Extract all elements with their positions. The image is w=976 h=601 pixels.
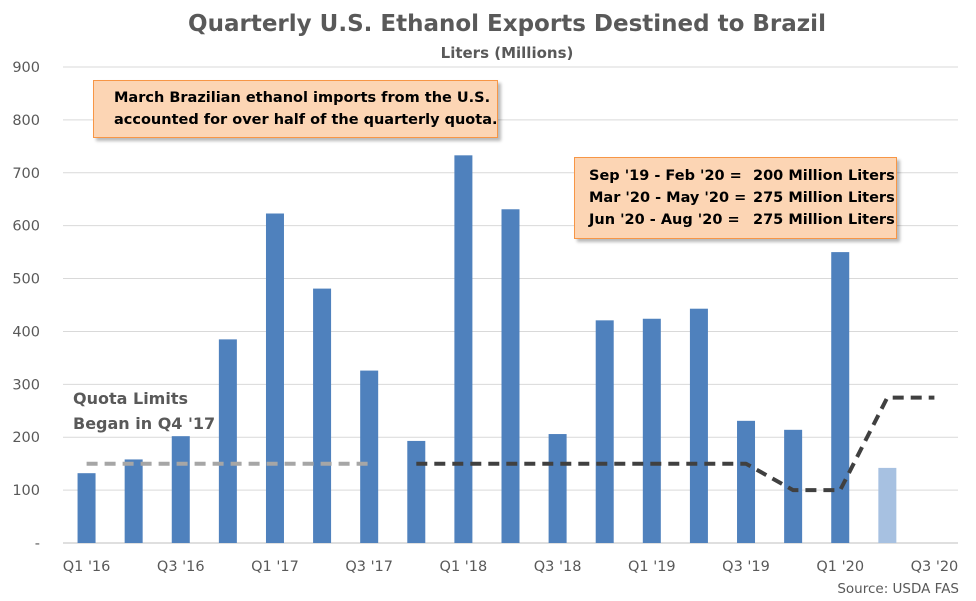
x-tick-label: Q3 '20	[911, 559, 959, 575]
bar	[265, 213, 284, 543]
bar	[501, 209, 520, 543]
x-tick-label: Q1 '19	[628, 559, 676, 575]
quota-note-line-1: Quota Limits	[73, 389, 188, 408]
quota-period: Jun '20 - Aug '20 =	[589, 212, 740, 228]
y-tick-label: 300	[12, 377, 40, 393]
quota-schedule-row: Jun '20 - Aug '20 = 275 Million Liters	[589, 209, 896, 231]
quota-period: Mar '20 - May '20 =	[589, 190, 747, 206]
imports-callout-line-2: accounted for over half of the quarterly…	[114, 112, 498, 128]
x-tick-label: Q1 '16	[63, 559, 111, 575]
y-tick-label: 100	[12, 483, 40, 499]
quota-note-line-2: Began in Q4 '17	[73, 414, 215, 433]
bar	[407, 440, 426, 543]
quota-schedule-callout: Sep '19 - Feb '20 = 200 Million Liters Ma…	[574, 157, 897, 239]
x-axis-ticks: Q1 '16 Q3 '16 Q1 '17 Q3 '17 Q1 '18 Q3 '18 Q1 '…	[63, 559, 959, 575]
bar	[595, 320, 614, 543]
x-tick-label: Q3 '17	[345, 559, 393, 575]
chart-subtitle: Liters (Millions)	[441, 44, 574, 62]
bar	[784, 429, 803, 543]
bar	[171, 436, 190, 543]
bar	[831, 252, 850, 543]
y-tick-label: 900	[12, 60, 40, 76]
x-tick-label: Q3 '16	[157, 559, 205, 575]
bar	[77, 473, 96, 543]
bar	[218, 339, 237, 543]
y-tick-label: 400	[12, 324, 40, 340]
quota-schedule-row: Sep '19 - Feb '20 = 200 Million Liters	[589, 165, 896, 187]
y-axis-ticks: - 100 200 300 400 500 600 700 800 900	[12, 60, 40, 552]
bar	[313, 288, 332, 543]
bar	[737, 420, 756, 543]
bar	[124, 459, 143, 543]
y-tick-label: 800	[12, 113, 40, 129]
quota-schedule-row: Mar '20 - May '20 = 275 Million Liters	[589, 187, 896, 209]
y-tick-label: 600	[12, 219, 40, 235]
y-tick-label: -	[35, 536, 40, 552]
quota-amount: 275 Million Liters	[753, 212, 895, 228]
imports-callout-line-1: March Brazilian ethanol imports from the…	[114, 90, 491, 106]
imports-callout: March Brazilian ethanol imports from the…	[93, 80, 498, 138]
source-note: Source: USDA FAS	[837, 581, 959, 597]
quota-period: Sep '19 - Feb '20 =	[589, 168, 742, 184]
bar	[548, 434, 567, 543]
x-tick-label: Q3 '19	[722, 559, 770, 575]
quota-line	[416, 395, 935, 493]
x-tick-label: Q1 '20	[816, 559, 864, 575]
y-tick-label: 500	[12, 272, 40, 288]
quota-lines	[86, 395, 935, 493]
y-tick-label: 200	[12, 430, 40, 446]
chart-title: Quarterly U.S. Ethanol Exports Destined …	[188, 11, 826, 37]
bar	[878, 467, 897, 543]
quota-amount: 275 Million Liters	[753, 190, 895, 206]
x-tick-label: Q3 '18	[534, 559, 582, 575]
bar	[689, 308, 708, 543]
bar-series	[77, 155, 897, 543]
bar	[642, 318, 661, 543]
x-tick-label: Q1 '17	[251, 559, 299, 575]
quota-amount: 200 Million Liters	[753, 168, 895, 184]
bar	[360, 370, 379, 543]
x-tick-label: Q1 '18	[440, 559, 488, 575]
bar	[454, 155, 473, 543]
y-tick-label: 700	[12, 166, 40, 182]
